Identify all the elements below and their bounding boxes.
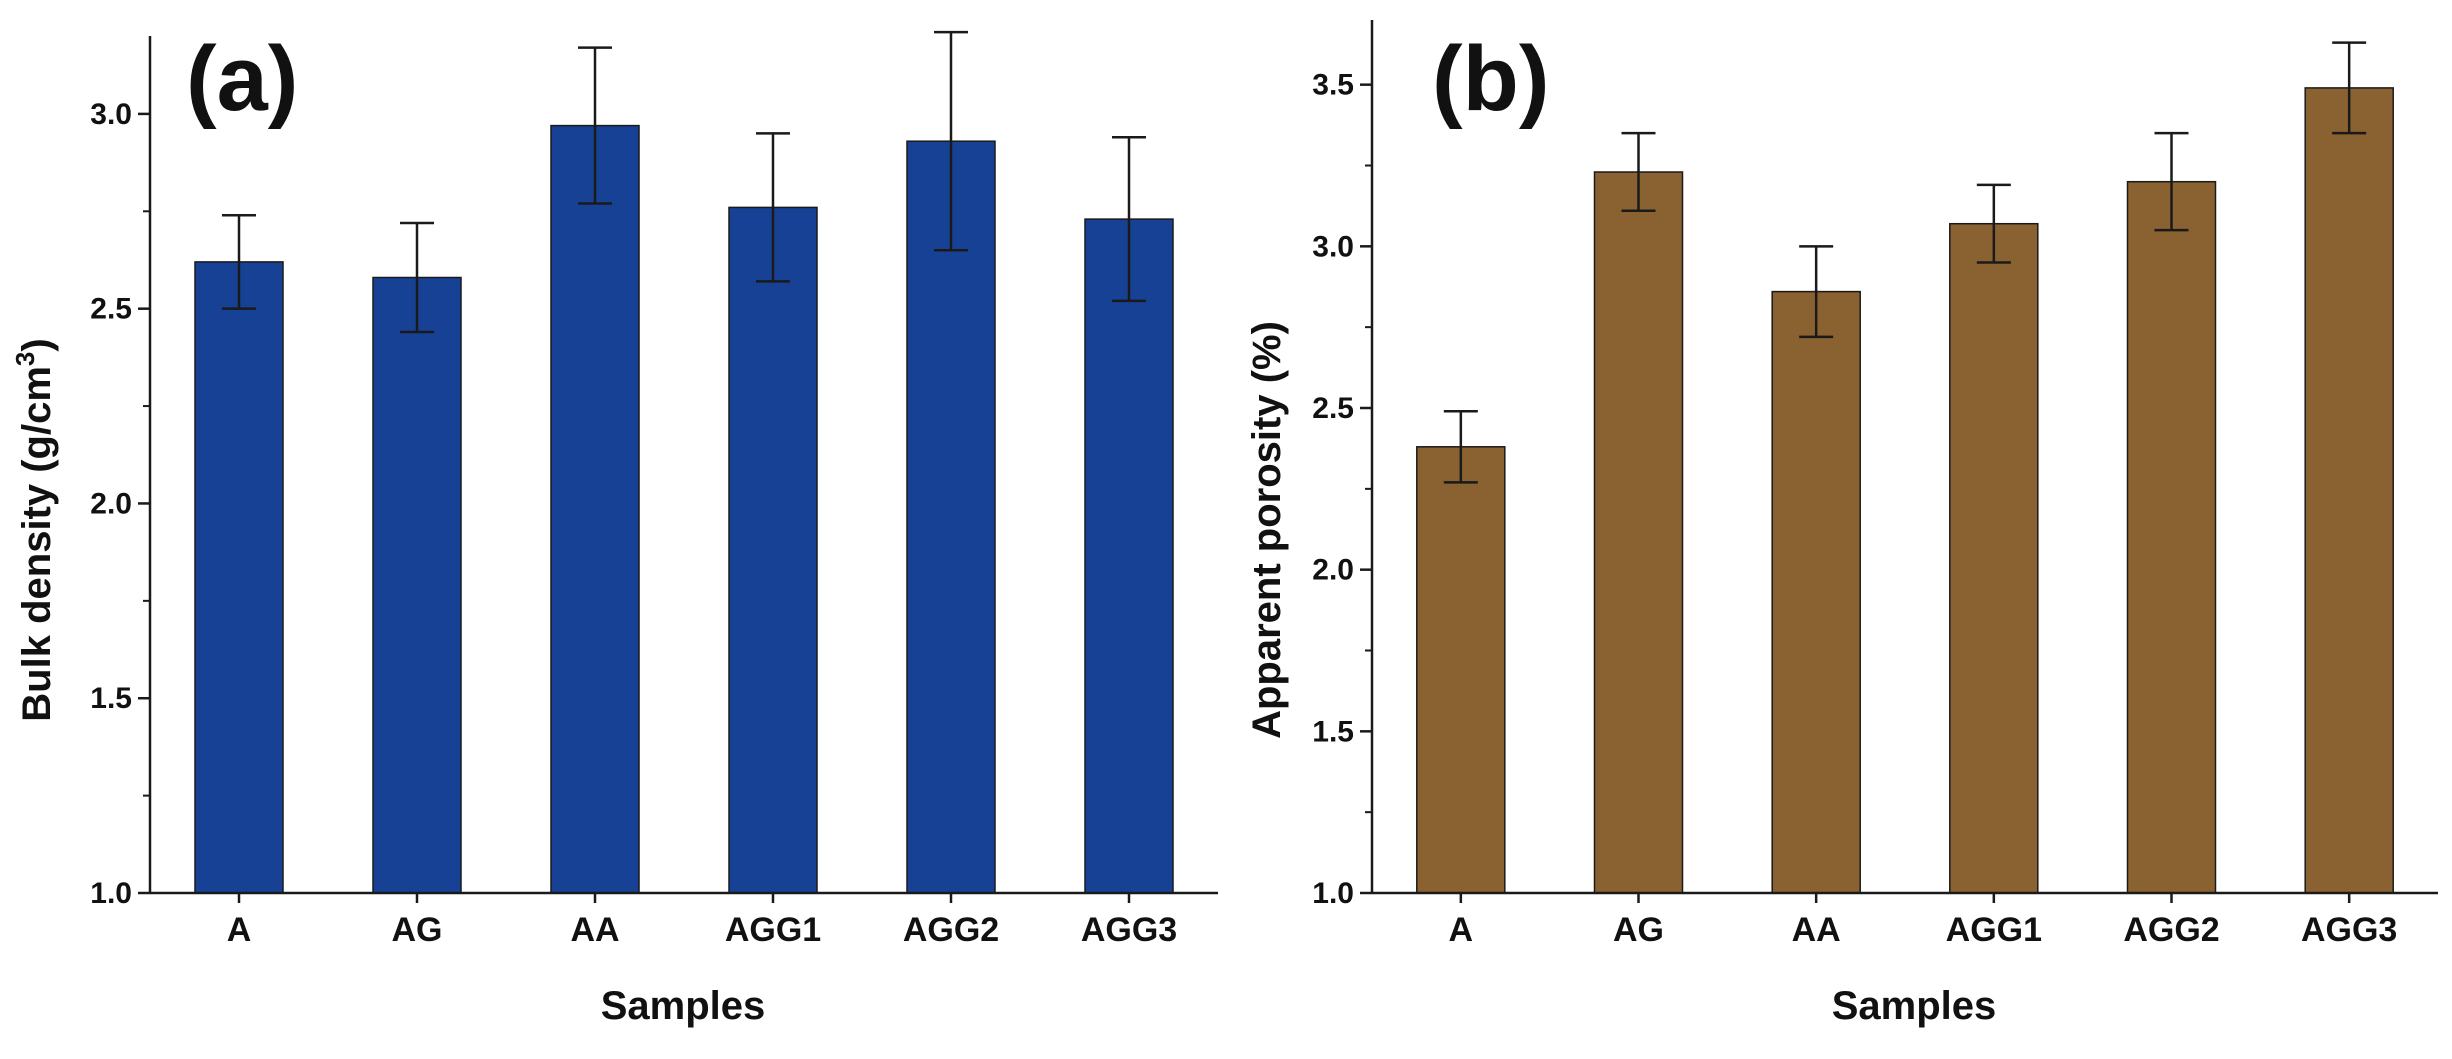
y-tick-label-a: 2.0 [90, 487, 132, 520]
y-tick-label-a: 3.0 [90, 98, 132, 131]
x-tick-label-a-aa: AA [570, 911, 619, 949]
chart-panel-b: (b) 1.0 1.5 2.0 2.5 3.0 3.5 A AG AA AGG1 AGG2 AGG3… [1245, 20, 2438, 1028]
bar-a-ag [372, 276, 462, 894]
y-tick-label-b: 2.5 [1312, 392, 1354, 425]
bars-b [1416, 87, 2394, 894]
y-axis-title-a-main: Bulk density (g/cm [15, 366, 59, 722]
bar-a-a [194, 261, 284, 894]
error-bar-a-ag [400, 221, 434, 334]
errorbars-a [222, 30, 1146, 334]
x-tick-label-a-a: A [227, 911, 252, 949]
error-bar-b-aa [1799, 245, 1834, 339]
bar-b-agg3 [2304, 87, 2394, 894]
x-tick-label-b-aa: AA [1792, 911, 1841, 949]
y-axis-title-a: Bulk density (g/cm3) [10, 338, 59, 721]
error-bar-a-aa [578, 46, 612, 205]
x-tick-label-b-agg1: AGG1 [1946, 911, 2042, 949]
errorbars-b [1443, 41, 2367, 484]
bar-b-a [1416, 446, 1506, 894]
panel-label-a: (a) [186, 28, 298, 130]
panel-label-b: (b) [1432, 28, 1549, 130]
x-tick-label-b-a: A [1449, 911, 1474, 949]
y-tick-label-b: 1.0 [1312, 877, 1354, 910]
axes-a [148, 36, 1218, 895]
y-axis-title-b-main: Apparent porosity (%) [1245, 321, 1289, 739]
bar-b-ag [1593, 171, 1684, 894]
y-ticks-b: 1.0 1.5 2.0 2.5 3.0 3.5 [1312, 69, 1372, 910]
y-tick-label-b: 1.5 [1312, 715, 1354, 748]
y-axis-title-a-sup: 3 [10, 352, 40, 366]
error-bar-b-agg2 [2154, 131, 2189, 232]
y-tick-label-b: 2.0 [1312, 554, 1354, 587]
x-axis-title-b: Samples [1832, 984, 1997, 1028]
error-bar-b-a [1443, 409, 1478, 484]
x-ticks-a: A AG AA AGG1 AGG2 AGG3 [227, 893, 1177, 949]
bar-a-agg2 [906, 140, 996, 894]
y-tick-label-b: 3.0 [1312, 230, 1354, 263]
x-axis-title-a: Samples [601, 984, 766, 1028]
y-ticks-a: 1.0 1.5 2.0 2.5 3.0 [90, 98, 150, 910]
bar-a-agg3 [1084, 218, 1174, 894]
x-tick-label-b-agg2: AGG2 [2123, 911, 2219, 949]
y-tick-label-a: 1.5 [90, 682, 132, 715]
x-tick-label-b-ag: AG [1613, 911, 1664, 949]
error-bar-a-agg3 [1112, 136, 1146, 303]
bars-a [194, 124, 1174, 894]
chart-panel-a: (a) 1.0 1.5 2.0 2.5 3.0 A AG AA AGG1 AGG2 AGG3 Sa… [10, 28, 1218, 1028]
x-ticks-b: A AG AA AGG1 AGG2 AGG3 [1449, 893, 2397, 949]
bar-a-aa [550, 124, 640, 894]
x-tick-label-a-agg1: AGG1 [725, 911, 821, 949]
y-axis-title-a-close: ) [15, 338, 59, 351]
error-bar-b-agg3 [2332, 41, 2367, 135]
x-tick-label-a-agg2: AGG2 [903, 911, 999, 949]
axes-b [1370, 20, 2438, 895]
bar-b-agg2 [2126, 180, 2217, 894]
bar-b-agg1 [1949, 222, 2039, 894]
error-bar-b-agg1 [1976, 183, 2011, 264]
error-bar-a-agg1 [756, 132, 790, 283]
x-tick-label-b-agg3: AGG3 [2301, 911, 2397, 949]
y-tick-label-a: 2.5 [90, 293, 132, 326]
x-tick-label-a-agg3: AGG3 [1081, 911, 1177, 949]
y-axis-title-b: Apparent porosity (%) [1245, 321, 1289, 739]
error-bar-a-agg2 [934, 30, 968, 252]
y-tick-label-a: 1.0 [90, 877, 132, 910]
bar-a-agg1 [728, 206, 818, 894]
bar-b-aa [1771, 290, 1861, 894]
error-bar-a-a [222, 213, 256, 310]
error-bar-b-ag [1621, 131, 1656, 213]
y-tick-label-b: 3.5 [1312, 69, 1354, 102]
x-tick-label-a-ag: AG [392, 911, 443, 949]
